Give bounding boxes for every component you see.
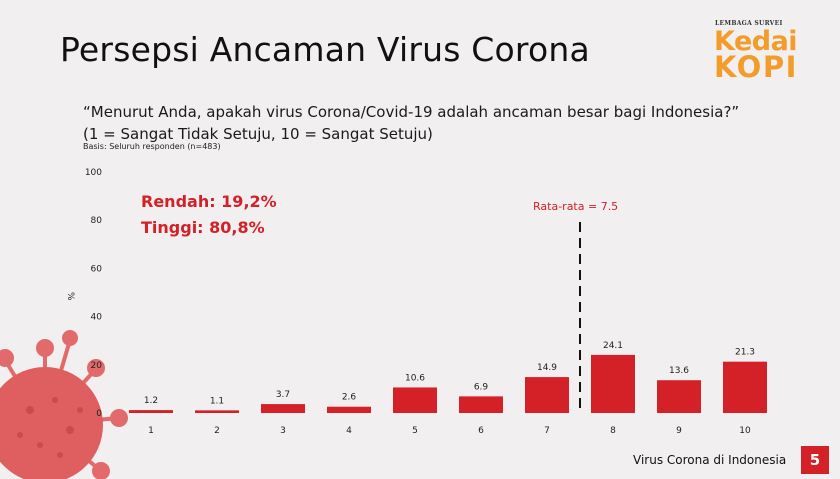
value-label: 21.3 (735, 348, 755, 358)
y-tick-label: 80 (91, 216, 103, 226)
value-label: 2.6 (342, 393, 357, 403)
logo-word-kedai: Kedai (714, 26, 798, 57)
page-title: Persepsi Ancaman Virus Corona (60, 30, 590, 69)
bar-10 (723, 361, 767, 413)
high-summary: Tinggi: 80,8% (141, 218, 265, 237)
bar-9 (657, 380, 701, 413)
bar-5 (393, 387, 437, 413)
value-label: 13.6 (669, 366, 689, 376)
y-tick-label: 60 (91, 264, 103, 274)
bars: 1.2 1 1.1 2 3.7 3 2.6 4 10.6 5 6.9 6 14.9 7 24.1 8 13.6 9… (129, 341, 767, 436)
value-label: 14.9 (537, 363, 557, 373)
x-tick-label: 1 (148, 426, 154, 436)
x-tick-label: 7 (544, 426, 550, 436)
value-label: 6.9 (474, 382, 489, 392)
value-label: 3.7 (276, 390, 290, 400)
x-tick-label: 5 (412, 426, 418, 436)
value-label: 10.6 (405, 373, 425, 383)
x-tick-label: 9 (676, 426, 682, 436)
bar-7 (525, 377, 569, 413)
bar-6 (459, 396, 503, 413)
x-tick-label: 6 (478, 426, 484, 436)
logo-small-text: LEMBAGA SURVEI (715, 20, 783, 27)
question-text: “Menurut Anda, apakah virus Corona/Covid… (83, 103, 740, 121)
x-tick-label: 10 (739, 426, 751, 436)
bar-3 (261, 404, 305, 413)
average-label: Rata-rata = 7.5 (533, 200, 619, 213)
y-axis-label: % (65, 292, 75, 301)
coronavirus-icon (0, 330, 128, 479)
y-axis: 0 20 40 60 80 100% (65, 168, 102, 419)
y-tick-label: 100 (85, 168, 102, 178)
footer-text: Virus Corona di Indonesia (633, 453, 787, 467)
bar-2 (195, 410, 239, 413)
value-label: 1.1 (210, 396, 224, 406)
bar-1 (129, 410, 173, 413)
scale-note: (1 = Sangat Tidak Setuju, 10 = Sangat Se… (83, 125, 433, 143)
value-label: 24.1 (603, 341, 623, 351)
y-tick-label: 40 (91, 313, 103, 323)
x-tick-label: 2 (214, 426, 220, 436)
y-tick-label: 0 (96, 409, 102, 419)
x-tick-label: 3 (280, 426, 286, 436)
low-summary: Rendah: 19,2% (141, 192, 277, 211)
x-tick-label: 4 (346, 426, 352, 436)
page-number: 5 (801, 446, 829, 474)
kedai-kopi-logo: LEMBAGA SURVEI Kedai KOPI (712, 20, 830, 88)
survey-question: “Menurut Anda, apakah virus Corona/Covid… (83, 101, 739, 145)
bar-8 (591, 354, 635, 413)
bar-4 (327, 406, 371, 413)
y-tick-label: 20 (91, 361, 103, 371)
value-label: 1.2 (144, 396, 158, 406)
x-tick-label: 8 (610, 426, 616, 436)
basis-note: Basis: Seluruh responden (n=483) (83, 142, 221, 151)
logo-word-kopi: KOPI (714, 50, 798, 84)
